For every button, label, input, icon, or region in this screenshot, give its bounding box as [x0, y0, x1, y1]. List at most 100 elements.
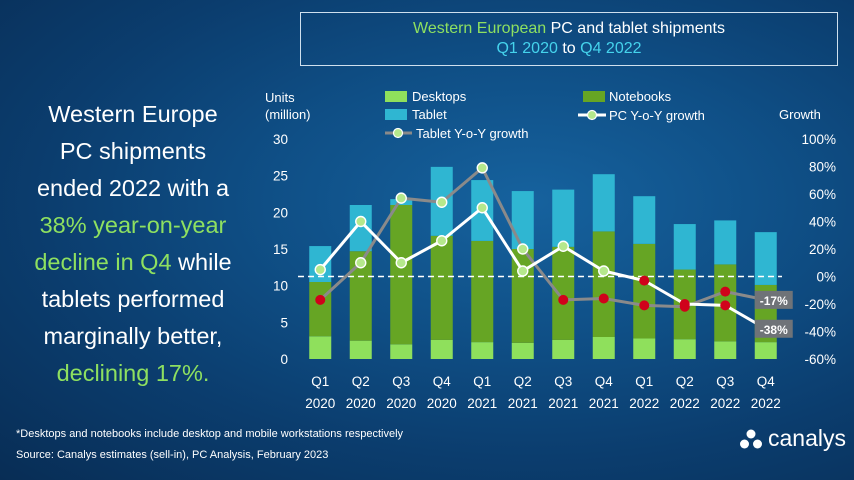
y2-tick-label: 100% — [801, 132, 836, 147]
x-tick-quarter: Q1 — [311, 374, 329, 389]
bar-notebooks — [471, 240, 494, 343]
bar-tablet — [754, 232, 777, 285]
legend-label-pc-growth: PC Y-o-Y growth — [609, 108, 705, 123]
headline-text-part: while — [171, 249, 232, 275]
headline-line-highlight: 38% year-on-year — [39, 212, 227, 238]
pc-growth-marker — [395, 257, 407, 269]
pc-growth-line — [319, 206, 767, 331]
bar-notebooks — [633, 243, 656, 339]
x-tick-year: 2020 — [305, 396, 335, 411]
footnote: *Desktops and notebooks include desktop … — [16, 428, 404, 440]
x-tick-year: 2022 — [751, 396, 781, 411]
headline-line-highlight: declining 17%. — [56, 360, 210, 386]
annotation-label: -17% — [760, 294, 788, 308]
bar-notebooks — [592, 231, 615, 337]
tablet-growth-marker — [436, 196, 448, 208]
tablet-growth-marker — [355, 257, 367, 269]
bar-desktops — [552, 339, 575, 359]
pc-growth-marker — [436, 235, 448, 247]
bar-desktops — [390, 344, 413, 359]
bar-notebooks — [390, 205, 413, 345]
annotation-label: -38% — [760, 323, 788, 337]
legend-swatch-notebooks — [583, 91, 605, 102]
y-tick-label: 15 — [273, 242, 288, 257]
y2-tick-label: -40% — [804, 325, 836, 340]
brand-name: canalys — [768, 425, 846, 451]
canalys-logo-icon — [740, 429, 762, 449]
y-axis-title-line1: Units — [265, 90, 295, 105]
legend-label-desktops: Desktops — [412, 89, 467, 104]
y2-tick-label: 60% — [809, 187, 836, 202]
bar-tablet — [511, 191, 534, 249]
pc-growth-marker — [720, 300, 731, 311]
y2-tick-label: 20% — [809, 242, 836, 257]
tablet-growth-marker — [558, 294, 569, 305]
headline-line: decline in Q4 while — [10, 244, 256, 281]
y2-tick-label: 40% — [809, 215, 836, 230]
pc-growth-marker — [314, 263, 326, 276]
title-subject: PC and tablet shipments — [550, 20, 725, 37]
title-end: Q4 2022 — [580, 40, 642, 57]
legend-marker-tablet-growth — [392, 127, 404, 139]
bar-desktops — [714, 341, 737, 359]
bar-tablet — [714, 220, 737, 265]
headline-line: Western Europe — [48, 101, 218, 127]
title-start: Q1 2020 — [496, 40, 558, 57]
y-tick-label: 5 — [280, 315, 288, 330]
chart-title-box: Western European PC and tablet shipments… — [300, 12, 838, 66]
legend-label-tablet: Tablet — [412, 107, 447, 122]
pc-growth-marker — [598, 265, 610, 277]
headline-highlight: decline in Q4 — [34, 249, 172, 275]
chart-title-line1: Western European PC and tablet shipments — [301, 19, 837, 39]
tablet-growth-marker — [639, 300, 650, 311]
bar-notebooks — [430, 235, 453, 340]
y2-tick-label: -60% — [804, 352, 836, 367]
x-tick-quarter: Q3 — [554, 374, 572, 389]
annotation-box — [754, 290, 793, 309]
bar-desktops — [349, 340, 372, 359]
bar-desktops — [309, 336, 332, 359]
pc-growth-marker — [476, 202, 488, 214]
y2-tick-label: -20% — [804, 297, 836, 312]
x-tick-year: 2020 — [346, 396, 376, 411]
x-tick-quarter: Q1 — [635, 374, 653, 389]
y2-tick-label: 80% — [809, 160, 836, 175]
tablet-growth-marker — [395, 192, 407, 204]
x-tick-year: 2021 — [589, 396, 619, 411]
bar-tablet — [552, 189, 575, 247]
bar-desktops — [511, 342, 534, 359]
bar-desktops — [633, 338, 656, 359]
legend-swatch-desktops — [385, 91, 407, 102]
headline-line: PC shipments — [59, 138, 207, 164]
x-tick-quarter: Q2 — [514, 374, 532, 389]
y-tick-label: 20 — [273, 205, 288, 220]
tablet-growth-marker — [598, 293, 609, 304]
headline-line: marginally better, — [43, 323, 223, 349]
pc-growth-marker — [639, 275, 650, 286]
x-tick-year: 2022 — [629, 396, 659, 411]
y-tick-label: 0 — [280, 352, 288, 367]
bar-tablet — [592, 174, 615, 232]
legend-label-tablet-growth: Tablet Y-o-Y growth — [416, 126, 529, 141]
legend-marker-pc-growth — [586, 109, 598, 121]
x-tick-year: 2022 — [710, 396, 740, 411]
bar-desktops — [673, 339, 696, 359]
legend-swatch-tablet — [385, 109, 407, 120]
y-tick-label: 30 — [273, 132, 288, 147]
x-tick-year: 2021 — [467, 396, 497, 411]
legend-label-notebooks: Notebooks — [609, 89, 672, 104]
bar-tablet — [633, 196, 656, 244]
x-tick-year: 2020 — [386, 396, 416, 411]
pc-growth-marker — [557, 240, 569, 252]
tablet-growth-marker — [476, 162, 488, 174]
y-axis-title-line2: (million) — [265, 107, 311, 122]
bar-desktops — [471, 342, 494, 359]
tablet-growth-line — [319, 166, 767, 309]
headline-text: Western Europe PC shipments ended 2022 w… — [10, 96, 256, 392]
bar-notebooks — [349, 251, 372, 341]
bar-tablet — [673, 224, 696, 270]
x-tick-quarter: Q2 — [352, 374, 370, 389]
y-tick-label: 25 — [273, 169, 288, 184]
